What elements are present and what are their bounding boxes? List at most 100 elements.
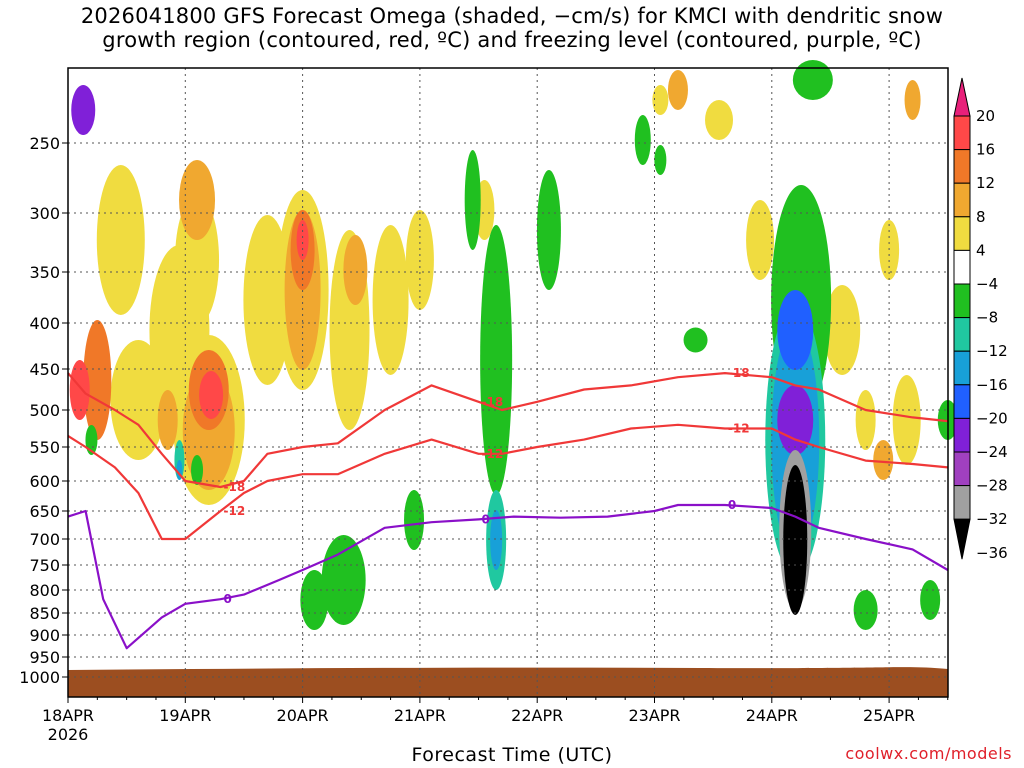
colorbar-swatch <box>953 182 971 218</box>
omega-shading-blob <box>179 160 216 240</box>
y-tick-label: 350 <box>29 263 60 282</box>
omega-shading-blob <box>404 490 425 550</box>
x-tick-label: 25APR <box>863 706 915 725</box>
colorbar-swatch <box>953 451 971 487</box>
chart-title: 2026041800 GFS Forecast Omega (shaded, −… <box>0 4 1024 52</box>
x-tick-label: 18APR <box>42 706 94 725</box>
omega-shading-blob <box>777 385 814 455</box>
contour-label: -18 <box>728 366 750 380</box>
contours: -18 -18 -18 -12 -12 -12 0 0 0 <box>67 366 949 650</box>
credit-link[interactable]: coolwx.com/models <box>845 744 1012 763</box>
axes: 250 300 350 400 450 500 550 600 650 700 750 800 850 9… <box>19 67 949 744</box>
omega-shading-blob <box>296 220 309 260</box>
chart-title-line2: growth region (contoured, red, ºC) and f… <box>102 28 922 52</box>
colorbar-swatch <box>953 485 971 520</box>
contour-line-0 <box>67 503 949 650</box>
omega-shading-blob <box>480 225 513 495</box>
y-tick-label: 900 <box>29 626 60 645</box>
omega-shading-blob <box>71 85 96 135</box>
colorbar-tick-label: −8 <box>976 309 998 327</box>
y-tick-label: 800 <box>29 581 60 600</box>
x-tick-label: 23APR <box>628 706 680 725</box>
omega-shading-blob <box>343 235 368 305</box>
contour-label: 0 <box>482 512 490 526</box>
omega-shading-blob <box>69 360 90 420</box>
colorbar-tick-label: −12 <box>976 342 1008 360</box>
omega-shading-blob <box>199 371 224 419</box>
omega-shading-blob <box>705 100 734 140</box>
omega-shading-blob <box>300 570 329 630</box>
y-tick-label: 1000 <box>19 668 60 687</box>
y-tick-label: 450 <box>29 360 60 379</box>
colorbar-swatch <box>953 249 971 285</box>
colorbar-swatch <box>953 417 971 453</box>
omega-shading-blob <box>321 535 366 625</box>
colorbar-tick-label: −32 <box>976 510 1008 528</box>
x-axis-label: Forecast Time (UTC) <box>411 744 613 766</box>
colorbar-bottom-arrow <box>953 518 971 560</box>
ground-surface <box>68 667 948 697</box>
y-tick-label: 700 <box>29 530 60 549</box>
colorbar: 20 16 12 8 4 −4 −8 −12 −16 −20 −24 −28 −32 −36 <box>953 77 1008 562</box>
contour-label: -18 <box>223 480 245 494</box>
y-tick-label: 950 <box>29 648 60 667</box>
omega-shading-blob <box>191 455 204 485</box>
colorbar-swatch <box>953 216 971 251</box>
colorbar-tick-label: 4 <box>976 241 986 259</box>
colorbar-swatch <box>953 115 971 151</box>
omega-shading-blob <box>464 150 481 250</box>
colorbar-swatch <box>953 283 971 319</box>
contour-label: -12 <box>223 504 245 518</box>
colorbar-tick-label: −16 <box>976 376 1008 394</box>
omega-shading-blob <box>654 145 667 175</box>
x-tick-label: 24APR <box>746 706 798 725</box>
omega-shading-blob <box>792 60 833 100</box>
y-tick-label: 400 <box>29 314 60 333</box>
colorbar-tick-label: 12 <box>976 174 995 192</box>
colorbar-tick-label: 8 <box>976 208 986 226</box>
chart-title-line1: 2026041800 GFS Forecast Omega (shaded, −… <box>80 4 944 28</box>
contour-label: 0 <box>223 592 231 606</box>
x-tick-year-label: 2026 <box>48 725 89 744</box>
y-tick-label: 850 <box>29 604 60 623</box>
omega-shading-blob <box>920 580 941 620</box>
contour-label: -12 <box>728 422 750 436</box>
contour-label: -12 <box>482 447 504 461</box>
colorbar-tick-label: −24 <box>976 443 1008 461</box>
y-tick-label: 750 <box>29 556 60 575</box>
y-tick-label: 550 <box>29 438 60 457</box>
colorbar-tick-label: −36 <box>976 544 1008 562</box>
contour-line-minus18 <box>67 372 948 489</box>
omega-shading-blob <box>652 85 669 115</box>
omega-shading-blob <box>783 465 808 615</box>
omega-shading-blob <box>873 440 894 480</box>
x-tick-label: 21APR <box>394 706 446 725</box>
colorbar-tick-label: −20 <box>976 409 1008 427</box>
y-tick-label: 600 <box>29 472 60 491</box>
y-tick-label: 300 <box>29 204 60 223</box>
colorbar-tick-label: −28 <box>976 477 1008 495</box>
contour-line-minus12 <box>67 423 948 541</box>
omega-shading-blob <box>157 390 178 450</box>
omega-shading-blob <box>892 375 921 465</box>
omega-shading-blob <box>904 80 921 120</box>
omega-shading-blob <box>110 340 167 460</box>
grid-lines <box>68 68 948 697</box>
colorbar-tick-label: 20 <box>976 107 995 125</box>
omega-shading-blob <box>96 165 145 315</box>
colorbar-tick-label: −4 <box>976 275 998 293</box>
omega-shading-blob <box>855 390 876 450</box>
omega-shading-blob <box>853 590 878 630</box>
omega-shading-blob <box>536 170 561 290</box>
omega-shading-blob <box>667 70 688 110</box>
omega-shading-blob <box>824 285 861 375</box>
colorbar-swatch <box>953 149 971 184</box>
omega-shading-blob <box>490 510 503 570</box>
y-tick-label: 500 <box>29 401 60 420</box>
x-tick-label: 20APR <box>277 706 329 725</box>
y-tick-label: 650 <box>29 502 60 521</box>
omega-shading-blob <box>777 290 814 370</box>
omega-shading-blob <box>634 115 651 165</box>
x-tick-label: 19APR <box>159 706 211 725</box>
